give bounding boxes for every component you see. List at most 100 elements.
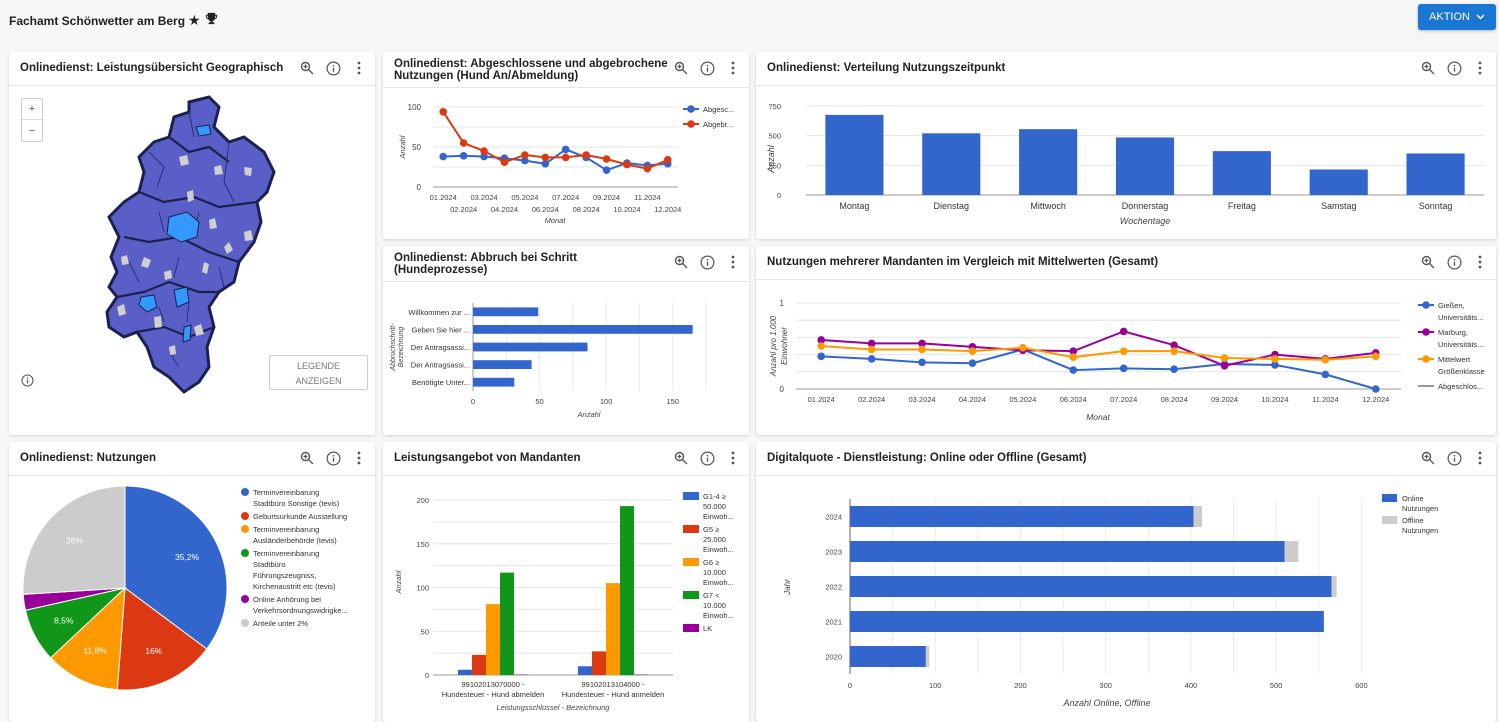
info-icon[interactable] [699, 254, 715, 270]
y-tick-label: 2022 [825, 583, 842, 592]
zoom-in-icon[interactable] [299, 60, 315, 76]
panel-digitalquote: Digitalquote - Dienstleistung: Online od… [756, 442, 1496, 722]
bar [850, 506, 1193, 527]
x-tick-label: 0 [471, 397, 475, 406]
info-icon[interactable] [699, 450, 715, 466]
legend-label: G1-4 ≥ [703, 492, 726, 501]
bar [500, 573, 514, 675]
zoom-in-icon[interactable] [673, 60, 689, 76]
aktion-button[interactable]: AKTION [1418, 4, 1496, 30]
bar [592, 651, 606, 675]
y-tick-label: Benötigte Unter... [412, 378, 470, 387]
data-point [918, 346, 926, 354]
x-tick-label: 11.2024 [634, 193, 661, 202]
data-point [868, 346, 876, 354]
info-icon[interactable] [699, 60, 715, 76]
panel-abbruch-schritt: Onlinedienst: Abbruch bei Schritt (Hunde… [383, 246, 749, 435]
x-tick-label: 04.2024 [491, 205, 518, 214]
legend-label: Ausländerbehörde (tevis) [253, 536, 337, 545]
series-line [821, 346, 1376, 360]
info-icon[interactable] [325, 60, 341, 76]
more-vert-icon[interactable] [1472, 254, 1488, 270]
x-tick-label: 11.2024 [1312, 395, 1339, 404]
more-vert-icon[interactable] [725, 254, 741, 270]
legend-label: 10.000 [703, 601, 726, 610]
info-icon[interactable] [325, 450, 341, 466]
more-vert-icon[interactable] [1472, 450, 1488, 466]
legend-label: Nutzungen [1402, 504, 1438, 513]
legend-label: Einwoh... [703, 545, 734, 554]
data-point [439, 153, 447, 161]
more-vert-icon[interactable] [725, 450, 741, 466]
y-tick-label: 750 [768, 102, 781, 111]
map-region-outline [107, 97, 274, 392]
map-zoom-in-button[interactable]: + [22, 99, 42, 120]
more-vert-icon[interactable] [1472, 60, 1488, 76]
panel-title: Onlinedienst: Abgeschlossene und abgebro… [394, 58, 668, 82]
data-point [868, 355, 876, 363]
show-legend-button[interactable]: LEGENDE ANZEIGEN [269, 355, 368, 390]
data-point [1069, 366, 1077, 374]
x-tick-label: 05.2024 [1009, 395, 1036, 404]
x-tick-label: 06.2024 [1060, 395, 1087, 404]
zoom-in-icon[interactable] [1420, 254, 1436, 270]
x-tick-label: 04.2024 [959, 395, 986, 404]
legend-label: G7 < [703, 591, 720, 600]
series-line [443, 112, 668, 169]
legend-marker [241, 488, 249, 496]
page-title: Fachamt Schönwetter am Berg [9, 14, 185, 28]
legend-label: Online [1402, 494, 1424, 503]
x-axis-title: Monat [545, 216, 567, 225]
trophy-icon[interactable] [205, 12, 218, 29]
y-tick-label: 2024 [825, 513, 842, 522]
zoom-in-icon[interactable] [1420, 60, 1436, 76]
legend-label: Terminvereinbarung [253, 488, 319, 497]
legend-marker [241, 549, 249, 557]
info-icon[interactable] [1446, 450, 1462, 466]
bar [1332, 576, 1337, 597]
x-tick-label: Donnerstag [1122, 201, 1169, 211]
more-vert-icon[interactable] [351, 450, 367, 466]
x-axis-title: Monat [1086, 412, 1110, 422]
y-tick-label: Der Antragsassi... [411, 361, 470, 370]
legend-marker [241, 525, 249, 533]
data-point [562, 154, 570, 162]
x-tick-label: Mittwoch [1030, 201, 1066, 211]
bar [458, 670, 472, 675]
panel-nutzungen-pie: Onlinedienst: Nutzungen 35,2%16%11,8%8,5… [9, 442, 375, 722]
legend-marker [1382, 494, 1397, 502]
more-vert-icon[interactable] [725, 60, 741, 76]
x-axis-title: Anzahl Online, Offline [1062, 698, 1150, 708]
x-tick-label: 09.2024 [1211, 395, 1238, 404]
data-point [1372, 385, 1380, 393]
legend-label: G6 ≥ [703, 558, 719, 567]
legend-label: Größenklasse [1438, 367, 1485, 376]
bar [473, 307, 538, 316]
zoom-in-icon[interactable] [1420, 450, 1436, 466]
panel-title-line2: (Hundeprozesse) [394, 264, 577, 276]
legend-label: Kirchenaustritt etc (tevis) [253, 582, 336, 591]
legend-button-line1: LEGENDE [270, 359, 367, 374]
map-zoom-out-button[interactable]: − [22, 120, 42, 141]
zoom-in-icon[interactable] [673, 254, 689, 270]
data-point [817, 342, 825, 350]
y-tick-label: 2021 [825, 618, 842, 627]
x-tick-label: 01.2024 [430, 193, 457, 202]
info-icon[interactable] [1446, 60, 1462, 76]
x-tick-label: 12.2024 [654, 205, 681, 214]
star-icon[interactable]: ★ [188, 12, 201, 29]
data-point [817, 353, 825, 361]
more-vert-icon[interactable] [351, 60, 367, 76]
zoom-in-icon[interactable] [299, 450, 315, 466]
bar [850, 611, 1324, 632]
data-point [1120, 365, 1128, 373]
map-info-icon[interactable] [21, 374, 34, 392]
info-icon[interactable] [1446, 254, 1462, 270]
panel-header: Digitalquote - Dienstleistung: Online od… [756, 442, 1496, 476]
y-axis-title: Jahr [783, 579, 792, 596]
data-point [1322, 371, 1330, 379]
zoom-in-icon[interactable] [673, 450, 689, 466]
legend-label: Marburg, [1438, 328, 1468, 337]
legend-label: 25.000 [703, 535, 726, 544]
x-tick-label: Hundesteuer - Hund anmelden [562, 690, 665, 699]
